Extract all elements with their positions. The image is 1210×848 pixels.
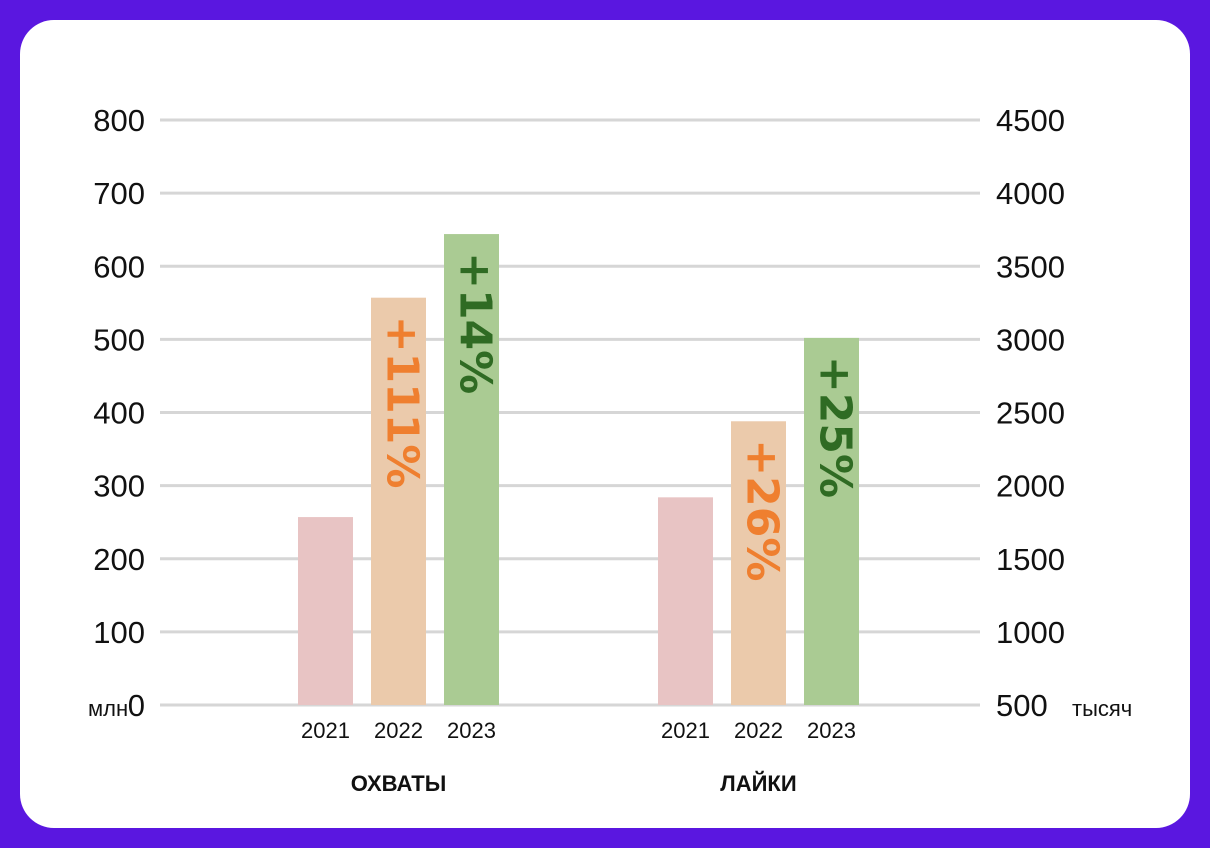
- left-axis-unit: млн: [88, 696, 128, 721]
- category-label: 2022: [374, 718, 423, 743]
- right-axis-tick-label: 3000: [996, 322, 1065, 357]
- right-axis-unit: тысяч: [1072, 696, 1132, 721]
- category-label: 2023: [807, 718, 856, 743]
- category-label: 2022: [734, 718, 783, 743]
- left-axis-tick-label: 700: [93, 176, 145, 211]
- left-axis-tick-label: 800: [93, 103, 145, 138]
- left-axis-tick-label: 600: [93, 249, 145, 284]
- left-axis-tick-label: 300: [93, 469, 145, 504]
- category-label: 2021: [301, 718, 350, 743]
- growth-label: +26%: [737, 439, 788, 581]
- right-axis-tick-label: 3500: [996, 249, 1065, 284]
- right-axis-tick-label: 1000: [996, 615, 1065, 650]
- growth-label: +14%: [450, 252, 501, 394]
- right-axis-tick-label: 500: [996, 688, 1048, 723]
- right-axis-tick-label: 2000: [996, 469, 1065, 504]
- left-axis-tick-label: 0: [128, 688, 145, 723]
- chart-card: 800 4500 700 4000 600 3500 500 3000 400 2500 300 20…: [20, 20, 1190, 828]
- right-axis-tick-label: 1500: [996, 542, 1065, 577]
- group-title: ОХВАТЫ: [351, 771, 447, 796]
- left-axis-tick-label: 200: [93, 542, 145, 577]
- bar-chart: 800 4500 700 4000 600 3500 500 3000 400 2500 300 20…: [88, 103, 1132, 796]
- right-axis-tick-label: 4000: [996, 176, 1065, 211]
- bar-2023: [804, 337, 859, 705]
- bar-2022: [731, 421, 786, 705]
- category-label: 2023: [447, 718, 496, 743]
- right-axis-tick-label: 2500: [996, 396, 1065, 431]
- left-axis-tick-label: 100: [93, 615, 145, 650]
- category-label: 2021: [661, 718, 710, 743]
- bar-2023: [444, 234, 499, 705]
- group-title: ЛАЙКИ: [720, 771, 796, 796]
- bar-2022: [371, 297, 426, 705]
- left-axis-tick-label: 500: [93, 322, 145, 357]
- bar-2021: [658, 497, 713, 705]
- right-axis-tick-label: 4500: [996, 103, 1065, 138]
- growth-label: +111%: [377, 316, 428, 489]
- bar-2021: [298, 517, 353, 705]
- growth-label: +25%: [810, 356, 861, 498]
- left-axis-tick-label: 400: [93, 396, 145, 431]
